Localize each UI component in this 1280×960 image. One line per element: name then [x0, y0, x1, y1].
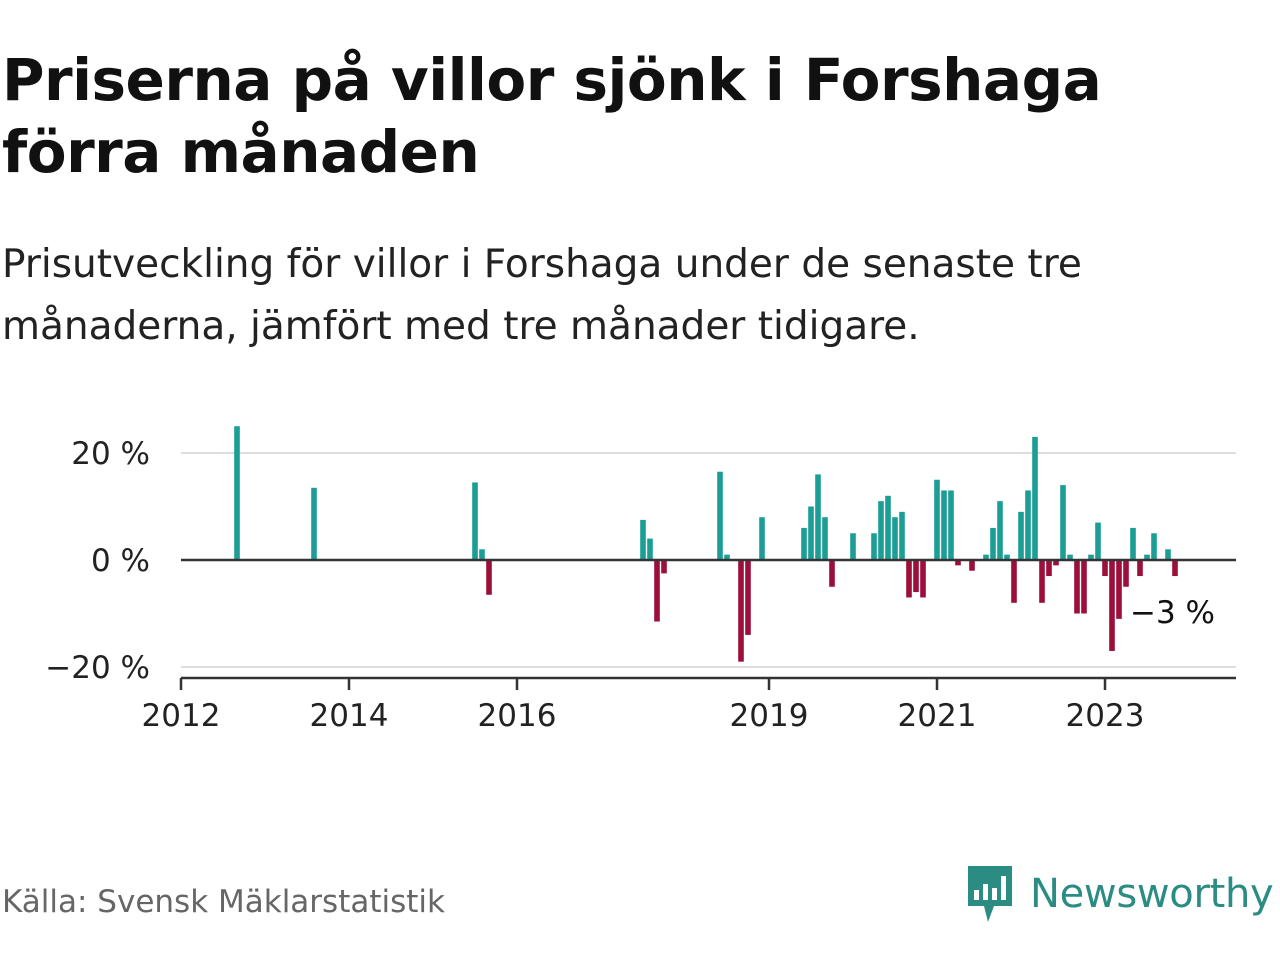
bar: [724, 554, 730, 560]
bar: [486, 560, 492, 595]
y-tick-label: −20 %: [45, 650, 150, 686]
bar: [871, 533, 877, 560]
bar: [1095, 522, 1101, 560]
bar: [885, 495, 891, 560]
gridlines: [181, 452, 1236, 668]
bar: [1067, 554, 1073, 560]
bar: [815, 474, 821, 560]
bar: [1011, 560, 1017, 603]
bar: [640, 519, 646, 560]
bar: [899, 511, 905, 560]
bar: [717, 471, 723, 560]
bar: [759, 517, 765, 560]
bar: [1025, 490, 1031, 560]
bar: [850, 533, 856, 560]
bar: [1046, 560, 1052, 577]
bar: [906, 560, 912, 598]
bar: [941, 490, 947, 560]
bar: [1137, 560, 1143, 577]
chart-subtitle: Prisutveckling för villor i Forshaga und…: [2, 242, 1082, 349]
bar: [948, 490, 954, 560]
bar-chart: 20 % 0 % −20 % 2012 2014 2016 2019 2021 2023 −3…: [45, 426, 1236, 734]
bar: [472, 482, 478, 560]
last-value-label: −3 %: [1130, 595, 1215, 631]
bar: [1074, 560, 1080, 614]
bar: [1109, 560, 1115, 651]
bar: [892, 517, 898, 560]
x-tick-label: 2023: [1066, 698, 1145, 734]
bar: [1172, 560, 1178, 577]
bar: [801, 527, 807, 560]
newsworthy-logo-icon: [968, 866, 1012, 922]
bar: [1151, 533, 1157, 560]
bar: [913, 560, 919, 593]
bar: [878, 501, 884, 560]
bar: [969, 560, 975, 571]
bar: [997, 501, 1003, 560]
bar: [955, 560, 961, 566]
bar: [654, 560, 660, 622]
bar: [822, 517, 828, 560]
x-tick-label: 2021: [898, 698, 977, 734]
bar: [1018, 511, 1024, 560]
chart-title: Priserna på villor sjönk i Forshaga förr…: [2, 46, 1102, 186]
bar: [1144, 554, 1150, 560]
bar: [311, 487, 317, 560]
bar: [1039, 560, 1045, 603]
bar: [983, 554, 989, 560]
y-axis-labels: 20 % 0 % −20 %: [45, 436, 150, 686]
x-axis-labels: 2012 2014 2016 2019 2021 2023: [142, 698, 1145, 734]
bar: [479, 549, 485, 560]
bar: [1088, 554, 1094, 560]
x-tick-label: 2019: [730, 698, 809, 734]
bar: [1102, 560, 1108, 577]
brand-name: Newsworthy: [1030, 871, 1274, 917]
x-tick-label: 2016: [478, 698, 557, 734]
bar: [1130, 527, 1136, 560]
bar: [1081, 560, 1087, 614]
bar: [1060, 485, 1066, 560]
bar: [661, 560, 667, 574]
bar: [745, 560, 751, 635]
x-tick-label: 2014: [310, 698, 389, 734]
bar: [1116, 560, 1122, 619]
axes: [179, 558, 1236, 690]
brand-logo[interactable]: Newsworthy: [964, 862, 1274, 926]
bar: [920, 560, 926, 598]
bar: [234, 426, 240, 560]
bar: [647, 538, 653, 560]
bar: [738, 560, 744, 662]
bars: [234, 426, 1178, 662]
bar: [1032, 436, 1038, 560]
bar: [1053, 560, 1059, 566]
bar: [1123, 560, 1129, 587]
y-tick-label: 0 %: [91, 543, 150, 579]
source-note: Källa: Svensk Mäklarstatistik: [2, 884, 445, 920]
bar: [990, 527, 996, 560]
bar: [1004, 554, 1010, 560]
y-tick-label: 20 %: [71, 436, 150, 472]
bar: [934, 479, 940, 560]
bar: [829, 560, 835, 587]
bar: [808, 506, 814, 560]
x-tick-label: 2012: [142, 698, 221, 734]
bar: [1165, 549, 1171, 560]
